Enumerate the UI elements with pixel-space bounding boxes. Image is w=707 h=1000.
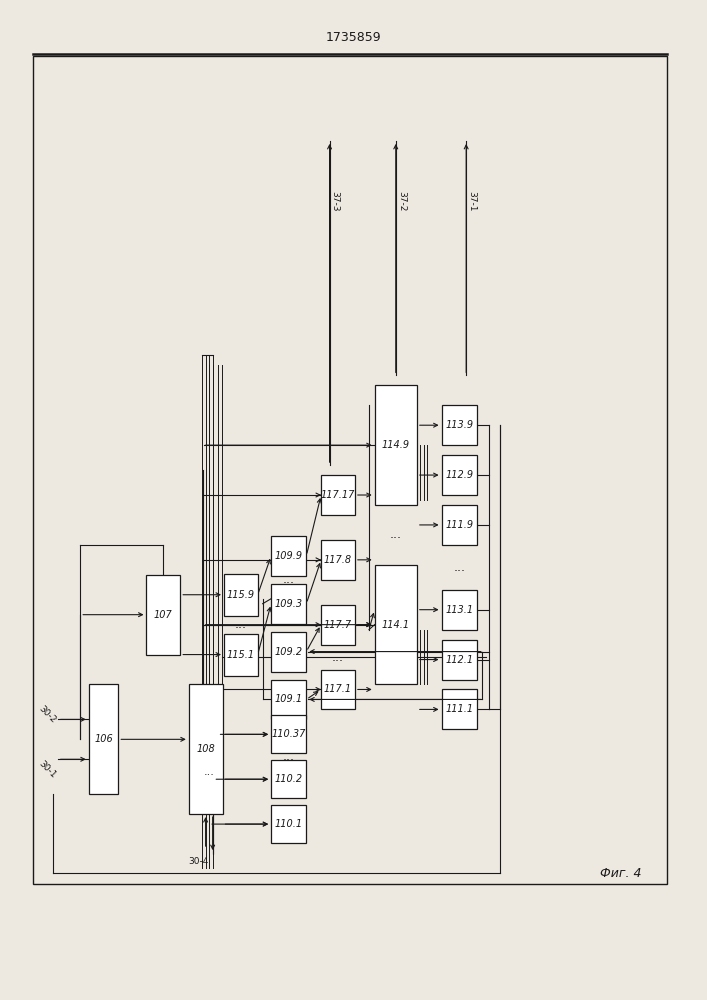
Bar <box>442 405 477 445</box>
Text: 114.1: 114.1 <box>382 620 410 630</box>
Text: 117.7: 117.7 <box>324 620 352 630</box>
Text: 112.1: 112.1 <box>445 655 473 665</box>
Text: 111.1: 111.1 <box>445 704 473 714</box>
Text: 111.9: 111.9 <box>445 520 473 530</box>
Text: 107: 107 <box>154 610 173 620</box>
Text: 113.1: 113.1 <box>445 605 473 615</box>
Text: 1735859: 1735859 <box>326 31 381 44</box>
Text: ...: ... <box>453 561 465 574</box>
Text: ...: ... <box>390 528 402 541</box>
Bar <box>321 670 355 709</box>
Text: 109.1: 109.1 <box>274 694 303 704</box>
Bar <box>88 684 118 794</box>
Text: 114.9: 114.9 <box>382 440 410 450</box>
Text: 115.9: 115.9 <box>227 590 255 600</box>
Text: 117.8: 117.8 <box>324 555 352 565</box>
Bar <box>375 385 417 505</box>
Text: ...: ... <box>235 618 247 631</box>
Text: ...: ... <box>204 767 214 777</box>
Bar <box>224 634 258 676</box>
Bar <box>189 684 223 814</box>
Bar <box>442 455 477 495</box>
Text: 30-1: 30-1 <box>37 759 57 780</box>
Bar <box>375 565 417 684</box>
Bar <box>271 760 306 798</box>
Text: ...: ... <box>283 750 295 763</box>
Bar <box>321 540 355 580</box>
Text: 106: 106 <box>94 734 113 744</box>
Text: 109.3: 109.3 <box>274 599 303 609</box>
Text: 37-2: 37-2 <box>397 191 406 211</box>
Bar <box>321 605 355 645</box>
Text: ...: ... <box>283 573 295 586</box>
Bar <box>33 56 667 884</box>
Text: 117.1: 117.1 <box>324 684 352 694</box>
Bar <box>271 805 306 843</box>
Text: 110.2: 110.2 <box>274 774 303 784</box>
Bar <box>442 640 477 680</box>
Text: 109.2: 109.2 <box>274 647 303 657</box>
Text: 109.9: 109.9 <box>274 551 303 561</box>
Bar <box>271 536 306 576</box>
Bar <box>271 632 306 672</box>
Text: ...: ... <box>332 651 344 664</box>
Text: 110.1: 110.1 <box>274 819 303 829</box>
Bar <box>442 689 477 729</box>
Bar <box>224 574 258 616</box>
Bar <box>442 590 477 630</box>
Bar <box>271 715 306 753</box>
Bar <box>146 575 180 655</box>
Bar <box>321 475 355 515</box>
Text: 113.9: 113.9 <box>445 420 473 430</box>
Text: 117.17: 117.17 <box>321 490 355 500</box>
Text: 110.37: 110.37 <box>271 729 306 739</box>
Bar <box>442 505 477 545</box>
Bar <box>271 680 306 719</box>
Text: 30-4: 30-4 <box>188 857 209 866</box>
Text: 112.9: 112.9 <box>445 470 473 480</box>
Text: 30-2: 30-2 <box>37 704 57 725</box>
Text: 37-3: 37-3 <box>331 191 339 211</box>
Text: Фиг. 4: Фиг. 4 <box>600 867 642 880</box>
Text: 115.1: 115.1 <box>227 650 255 660</box>
Text: 108: 108 <box>197 744 215 754</box>
Bar <box>271 584 306 624</box>
Text: 37-1: 37-1 <box>467 191 477 211</box>
